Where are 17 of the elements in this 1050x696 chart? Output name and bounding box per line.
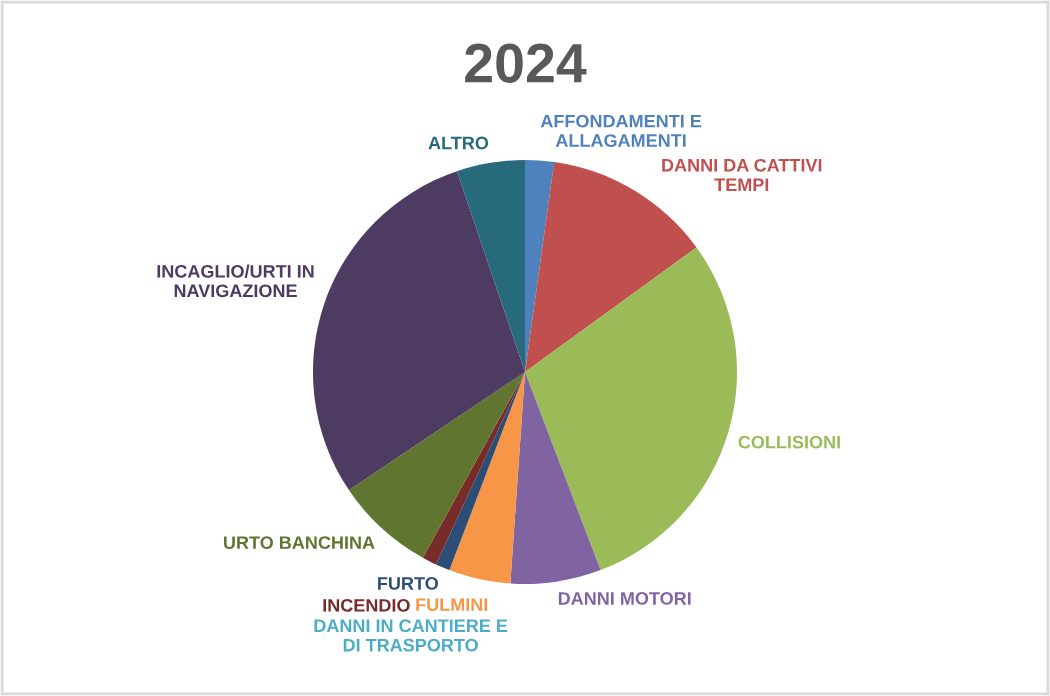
slice-label: URTO BANCHINA (224, 536, 375, 549)
category-label: DANNI IN CANTIERE E DI TRASPORTO (314, 619, 508, 652)
slice-label: INCAGLIO/URTI IN NAVIGAZIONE (157, 264, 314, 298)
slice-label: FURTO (378, 577, 438, 590)
pie-slice (456, 160, 525, 372)
chart-title: 2024 (465, 43, 587, 83)
pie-slice (510, 372, 601, 584)
slice-label: DANNI MOTORI (558, 592, 691, 605)
pie-slice (449, 372, 525, 584)
slice-label: COLLISIONI (738, 435, 840, 449)
slice-label: INCENDIO (323, 598, 410, 612)
slice-label: AFFONDAMENTI E ALLAGAMENTI (540, 114, 702, 147)
slice-label: ALTRO (428, 136, 489, 150)
pie-slice (525, 247, 737, 571)
slice-label: FULMINI (416, 598, 488, 612)
pie-slice (313, 171, 525, 491)
slice-label: DANNI DA CATTIVI TEMPI (662, 158, 822, 191)
